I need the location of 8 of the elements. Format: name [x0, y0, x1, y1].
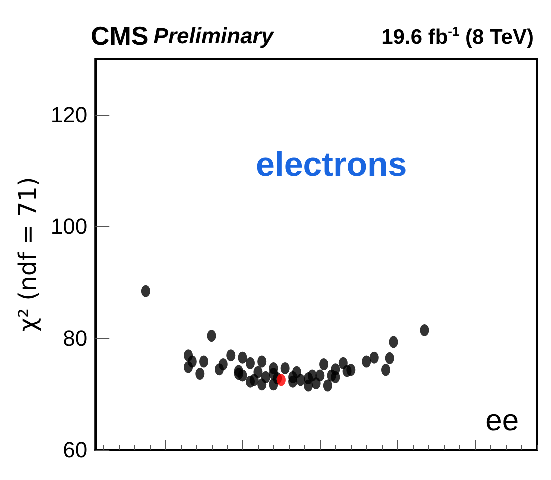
annotation: ee	[486, 404, 520, 438]
y-tick-label: 120	[50, 102, 88, 128]
chart-title: CMS Preliminary	[91, 21, 276, 51]
y-tick-label: 100	[50, 214, 88, 240]
y-tick-label: 60	[63, 438, 88, 462]
y-axis-title: χ² (ndf = 71)	[14, 177, 42, 332]
y-tick-label: 80	[63, 326, 88, 351]
annotation: electrons	[256, 146, 408, 184]
